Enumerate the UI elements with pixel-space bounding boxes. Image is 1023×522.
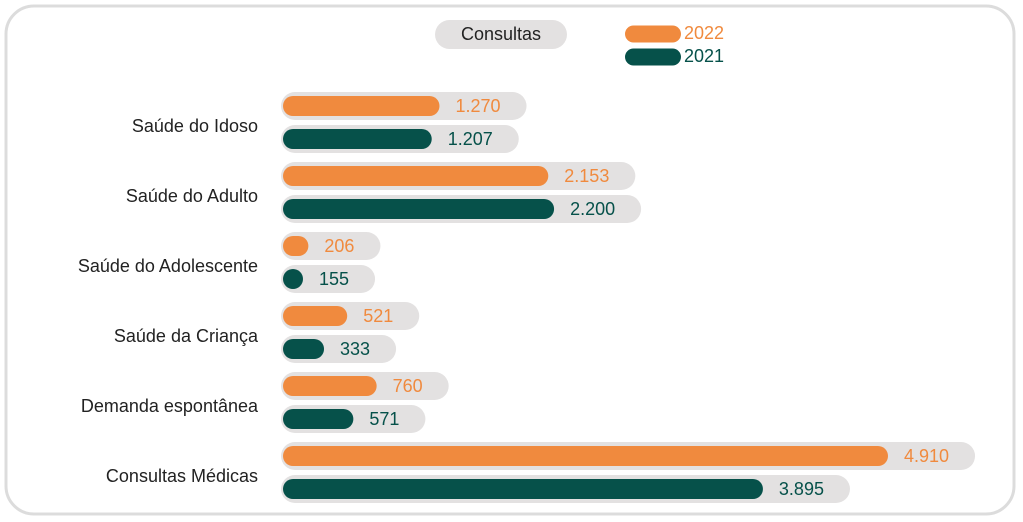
category-label: Saúde da Criança [114,326,259,346]
bar [283,166,549,186]
title-pill [435,20,567,49]
category-label: Saúde do Adulto [126,186,258,206]
category-label: Demanda espontânea [81,396,259,416]
bar [283,306,348,326]
bar [283,96,440,116]
bar [283,446,888,466]
value-label: 3.895 [779,479,824,499]
value-label: 760 [393,376,423,396]
bar [283,199,555,219]
category-label: Consultas Médicas [106,466,258,486]
value-label: 521 [363,306,393,326]
legend-label: 2021 [684,46,724,66]
bar [283,479,763,499]
value-label: 4.910 [904,446,949,466]
bar [283,269,303,289]
value-label: 206 [324,236,354,256]
legend-swatch [625,48,681,66]
bar [283,236,309,256]
category-label: Saúde do Idoso [132,116,258,136]
category-label: Saúde do Adolescente [78,256,258,276]
value-label: 155 [319,269,349,289]
bar [283,339,325,359]
value-label: 571 [369,409,399,429]
value-label: 2.200 [570,199,615,219]
value-label: 2.153 [564,166,609,186]
chart-title: Consultas [461,24,541,44]
value-label: 333 [340,339,370,359]
frame [4,4,1016,516]
legend-label: 2022 [684,23,724,43]
bar [283,129,432,149]
value-label: 1.270 [455,96,500,116]
bar-track [281,232,381,260]
bar [283,409,354,429]
legend-swatch [625,25,681,43]
value-label: 1.207 [448,129,493,149]
bar [283,376,377,396]
bar-track [281,265,376,293]
